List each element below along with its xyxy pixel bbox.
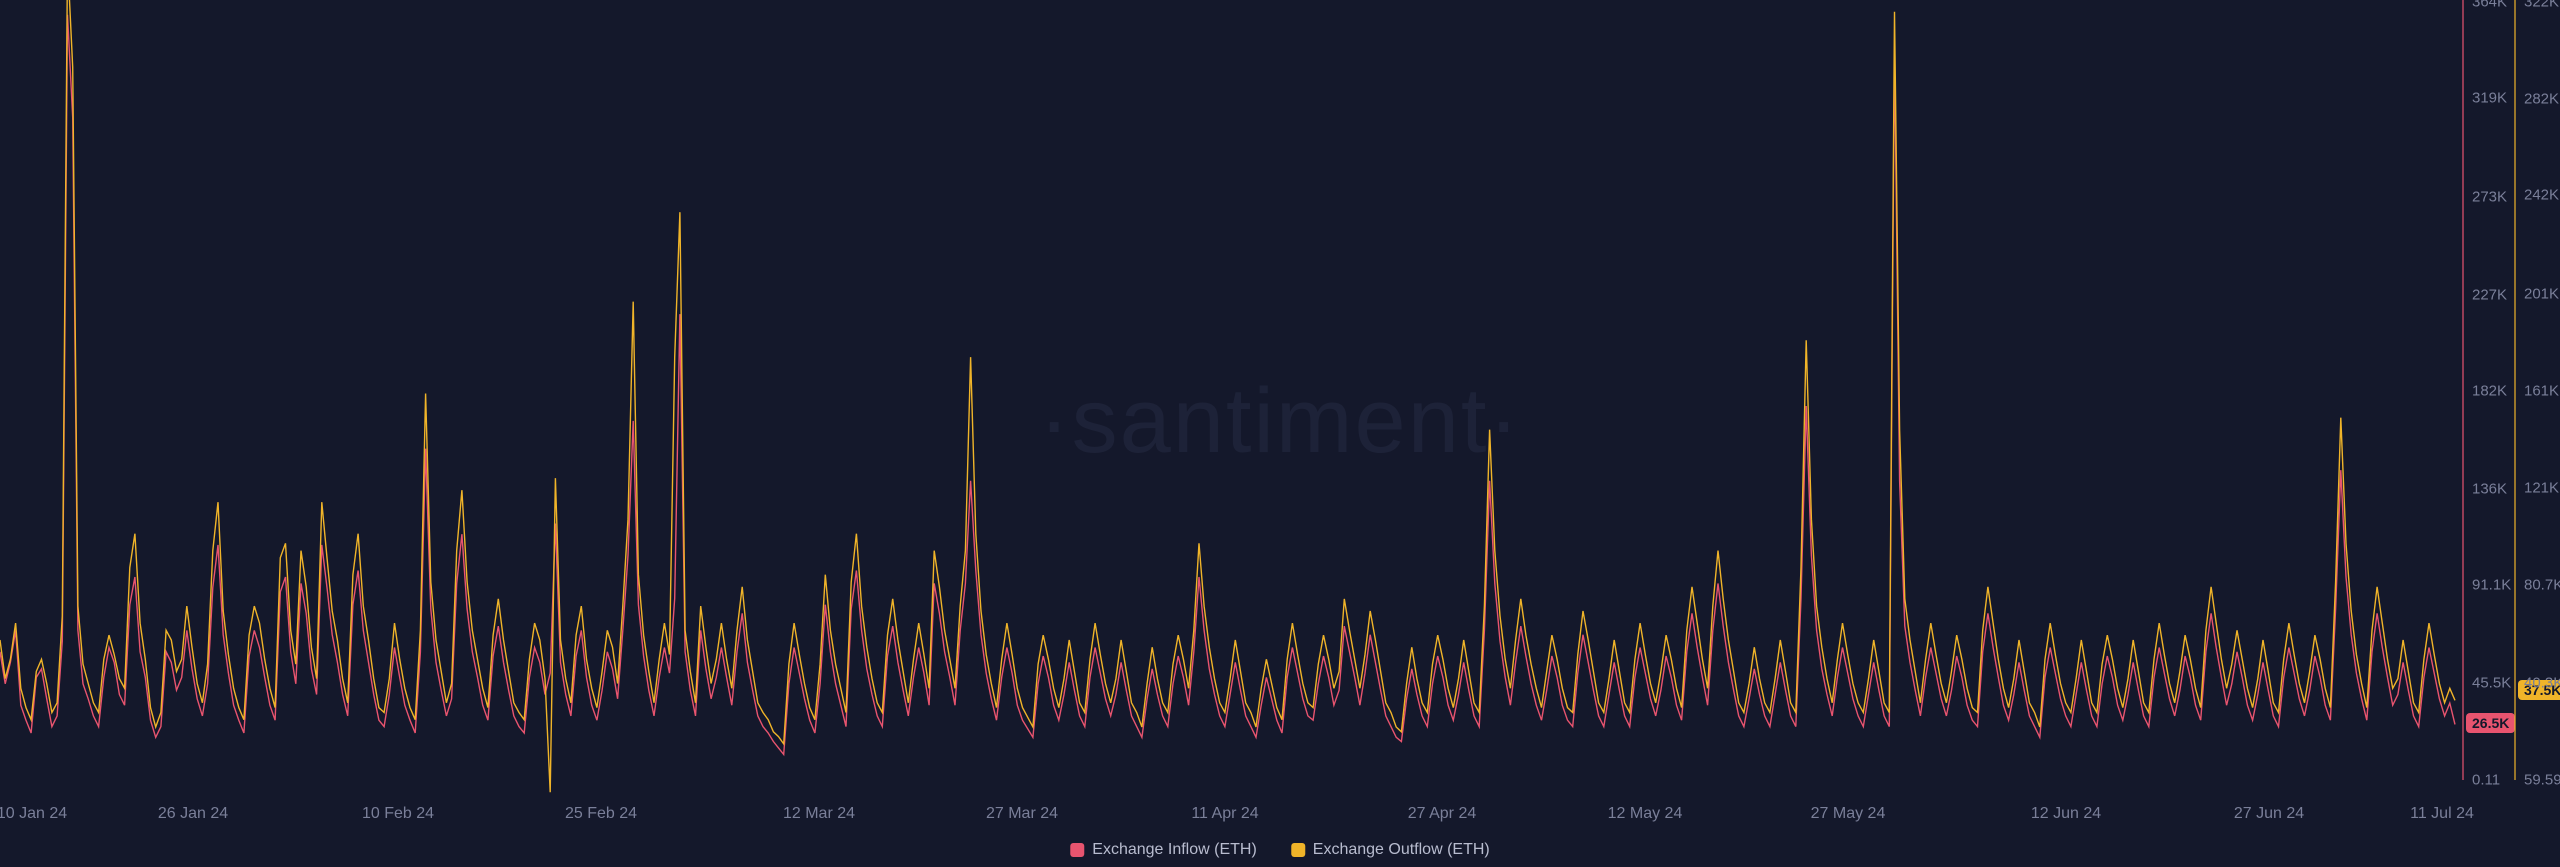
y-tick-inflow: 91.1K — [2472, 577, 2511, 594]
chart-plot-svg — [0, 0, 2560, 867]
x-tick: 10 Feb 24 — [362, 805, 434, 823]
legend-swatch-outflow — [1291, 843, 1305, 857]
y-tick-outflow: 201K — [2524, 286, 2559, 303]
y-tick-outflow: 121K — [2524, 479, 2559, 496]
legend-swatch-inflow — [1070, 843, 1084, 857]
x-tick: 12 Jun 24 — [2031, 805, 2101, 823]
x-tick: 12 May 24 — [1608, 805, 1683, 823]
legend-label-inflow: Exchange Inflow (ETH) — [1092, 841, 1257, 859]
x-tick: 10 Jan 24 — [0, 805, 67, 823]
legend: Exchange Inflow (ETH) Exchange Outflow (… — [1070, 841, 1489, 859]
x-tick: 27 Mar 24 — [986, 805, 1058, 823]
legend-item-outflow[interactable]: Exchange Outflow (ETH) — [1291, 841, 1490, 859]
y-tick-outflow: 40.3K — [2524, 674, 2560, 691]
x-tick: 12 Mar 24 — [783, 805, 855, 823]
y-tick-outflow: 80.7K — [2524, 577, 2560, 594]
y-tick-outflow: 322K — [2524, 0, 2559, 11]
y-axis-line-outflow — [2514, 0, 2516, 780]
y-tick-outflow: 242K — [2524, 187, 2559, 204]
y-tick-inflow: 227K — [2472, 286, 2507, 303]
x-tick: 11 Jul 24 — [2410, 805, 2474, 823]
y-tick-inflow: 182K — [2472, 383, 2507, 400]
y-axis-line-inflow — [2462, 0, 2464, 780]
x-tick: 27 Apr 24 — [1408, 805, 1477, 823]
x-tick: 26 Jan 24 — [158, 805, 228, 823]
legend-label-outflow: Exchange Outflow (ETH) — [1313, 841, 1490, 859]
y-tick-inflow: 364K — [2472, 0, 2507, 11]
series-line-outflow — [0, 0, 2455, 792]
series-line-inflow — [0, 15, 2455, 755]
y-tick-inflow: 45.5K — [2472, 674, 2511, 691]
y-tick-inflow: 273K — [2472, 188, 2507, 205]
x-tick: 27 Jun 24 — [2234, 805, 2304, 823]
x-tick: 25 Feb 24 — [565, 805, 637, 823]
y-tick-inflow: 0.11 — [2472, 772, 2500, 789]
y-tick-outflow: 282K — [2524, 90, 2559, 107]
x-tick: 11 Apr 24 — [1191, 805, 1258, 823]
y-tick-outflow: 59.597 — [2524, 772, 2560, 789]
y-tick-outflow: 161K — [2524, 383, 2559, 400]
x-tick: 27 May 24 — [1811, 805, 1886, 823]
current-value-badge-inflow: 26.5K — [2466, 713, 2515, 733]
y-tick-inflow: 319K — [2472, 90, 2507, 107]
legend-item-inflow[interactable]: Exchange Inflow (ETH) — [1070, 841, 1257, 859]
exchange-flow-chart: ·santiment· Exchange Inflow (ETH) Exchan… — [0, 0, 2560, 867]
y-tick-inflow: 136K — [2472, 481, 2507, 498]
